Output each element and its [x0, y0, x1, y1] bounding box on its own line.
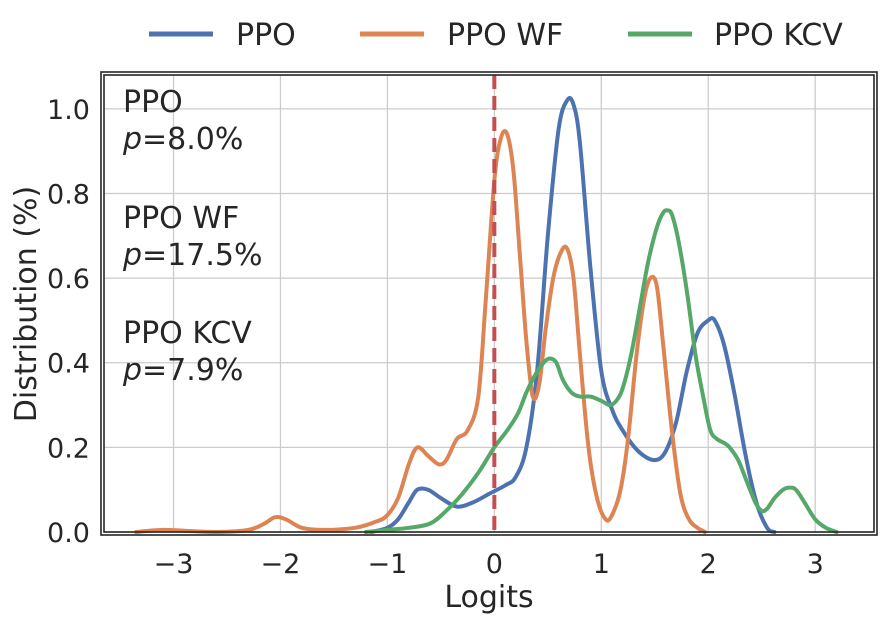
annotation-ppo-kcv-name: PPO KCV — [123, 316, 252, 351]
p-value: =8.0% — [142, 122, 243, 157]
p-value: =17.5% — [142, 238, 262, 273]
series-lines — [134, 96, 839, 535]
x-tick-label: −3 — [154, 549, 194, 580]
annotation-ppo-wf-p: p=17.5% — [122, 238, 263, 273]
legend-label-ppo-wf: PPO WF — [447, 18, 563, 53]
x-tick-label: 1 — [593, 549, 610, 580]
y-tick-label: 0.2 — [47, 433, 90, 464]
x-tick-labels: −3 −2 −1 0 1 2 3 — [154, 549, 824, 580]
legend-label-ppo: PPO — [236, 18, 296, 53]
x-tick-label: 3 — [807, 549, 824, 580]
series-line-ppo — [369, 96, 777, 534]
y-axis-label: Distribution (%) — [9, 186, 44, 422]
p-symbol: p — [122, 353, 142, 388]
plot-frame-inner — [103, 74, 875, 533]
x-tick-label: 0 — [486, 549, 503, 580]
y-tick-label: 1.0 — [47, 95, 90, 126]
y-tick-label: 0.8 — [47, 179, 90, 210]
p-symbol: p — [122, 238, 142, 273]
x-tick-label: −2 — [261, 549, 301, 580]
series-line-ppo-kcv — [364, 208, 839, 534]
series-line-ppo-wf — [134, 129, 707, 535]
p-value: =7.9% — [142, 353, 243, 388]
annotation-ppo-kcv-p: p=7.9% — [122, 353, 243, 388]
x-axis-label: Logits — [444, 580, 533, 615]
plot-frame-outer — [100, 71, 878, 536]
legend: PPO PPO WF PPO KCV — [149, 18, 843, 53]
p-symbol: p — [122, 122, 142, 157]
x-tick-label: −1 — [367, 549, 407, 580]
annotation-ppo-p: p=8.0% — [122, 122, 243, 157]
legend-label-ppo-kcv: PPO KCV — [714, 18, 843, 53]
y-tick-label: 0.6 — [47, 264, 90, 295]
y-tick-label: 0.0 — [47, 518, 90, 549]
annotations: PPO p=8.0% PPO WF p=17.5% PPO KCV p=7.9% — [122, 85, 263, 388]
y-tick-labels: 0.0 0.2 0.4 0.6 0.8 1.0 — [47, 95, 90, 549]
annotation-ppo-wf-name: PPO WF — [123, 201, 239, 236]
annotation-ppo-name: PPO — [123, 85, 183, 120]
y-tick-label: 0.4 — [47, 349, 90, 380]
x-tick-label: 2 — [700, 549, 717, 580]
